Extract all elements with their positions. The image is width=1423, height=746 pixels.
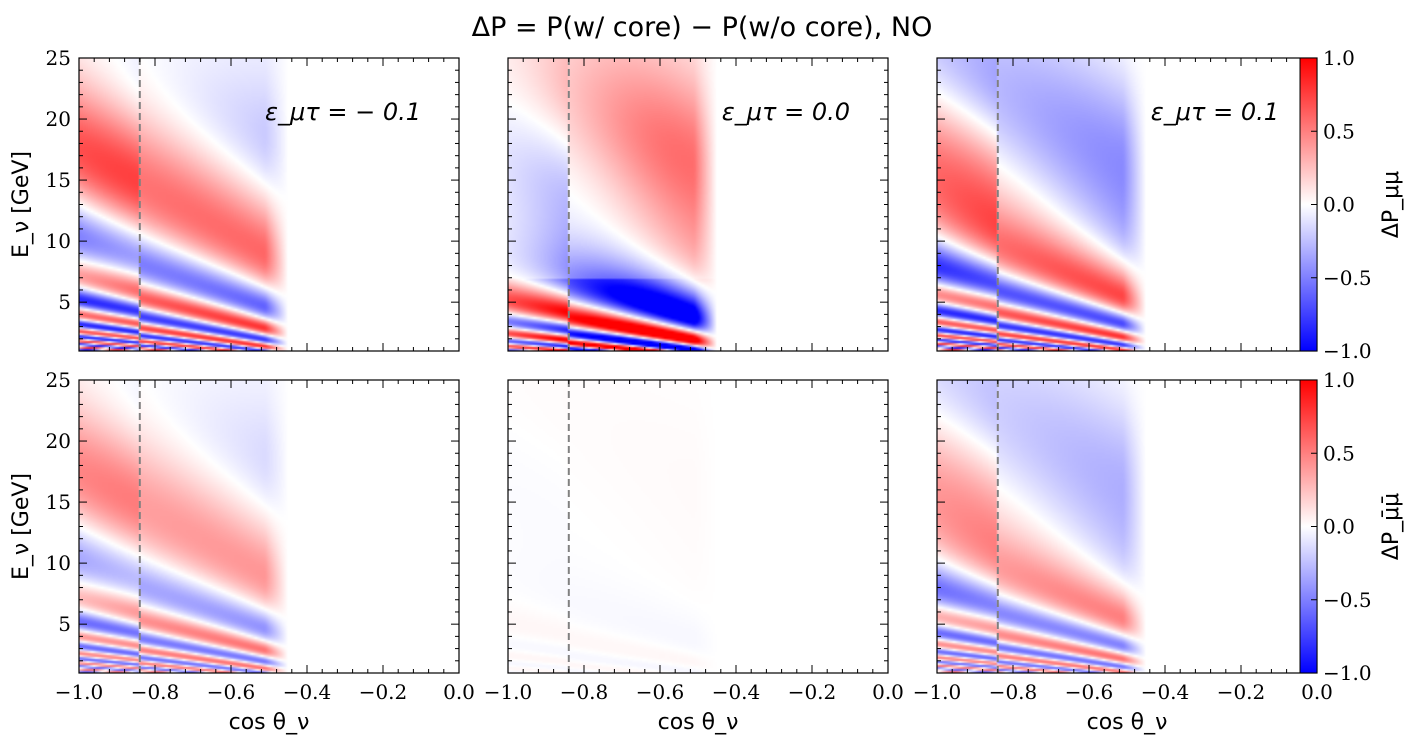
y-tick-label: 25 bbox=[46, 46, 71, 70]
epsilon-annotation: ε_μτ = − 0.1 bbox=[265, 98, 421, 126]
heatmap-image bbox=[508, 380, 888, 673]
colorbar-tick-label: −0.5 bbox=[1323, 588, 1372, 612]
x-tick-label: −0.6 bbox=[636, 680, 685, 704]
x-axis-label: cos θ_ν bbox=[229, 710, 310, 735]
y-tick-label: 5 bbox=[58, 612, 71, 636]
x-tick-label: 0.0 bbox=[1301, 680, 1333, 704]
y-tick-label: 10 bbox=[46, 551, 71, 575]
panel-0-2: ε_μτ = 0.1 bbox=[936, 57, 1318, 352]
y-tick-label: 20 bbox=[46, 429, 71, 453]
x-tick-label: −0.4 bbox=[283, 680, 332, 704]
y-tick-label: 20 bbox=[46, 107, 71, 131]
y-tick-label: 15 bbox=[46, 490, 71, 514]
x-axis-label: cos θ_ν bbox=[658, 710, 739, 735]
colorbar-tick-label: 0.5 bbox=[1323, 119, 1355, 143]
panel-0-0: 5 10 15 20 25 E_ν [GeV] ε_μτ = − 0.1 bbox=[9, 46, 460, 352]
x-tick-label: −0.2 bbox=[1217, 680, 1266, 704]
y-tick-label: 25 bbox=[46, 368, 71, 392]
colorbar-tick-label: 0.0 bbox=[1323, 193, 1355, 217]
colorbar-tick-label: −1.0 bbox=[1323, 339, 1372, 363]
colorbar-tick-label: 1.0 bbox=[1323, 368, 1355, 392]
heatmap-image bbox=[937, 58, 1317, 351]
panel-1-2: −1.0 −0.8 −0.6 −0.4 −0.2 0.0 cos θ_ν bbox=[913, 379, 1333, 735]
colorbar-label: ΔP_μμ bbox=[1379, 171, 1404, 238]
x-tick-label: −0.2 bbox=[788, 680, 837, 704]
colorbar-1: −1.0 −0.5 0.0 0.5 1.0 ΔP_μ̄μ̄ bbox=[1299, 368, 1404, 685]
heatmap-image bbox=[79, 380, 459, 673]
colorbar-tick-label: −1.0 bbox=[1323, 661, 1372, 685]
colorbar-tick-label: 1.0 bbox=[1323, 46, 1355, 70]
x-tick-label: −1.0 bbox=[484, 680, 533, 704]
heatmap-image bbox=[79, 58, 459, 351]
x-tick-label: −0.4 bbox=[712, 680, 761, 704]
x-tick-label: −0.6 bbox=[207, 680, 256, 704]
y-tick-label: 15 bbox=[46, 168, 71, 192]
x-tick-label: −1.0 bbox=[913, 680, 962, 704]
heatmap-image bbox=[508, 58, 888, 351]
colorbar-tick-label: 0.5 bbox=[1323, 441, 1355, 465]
y-tick-label: 10 bbox=[46, 229, 71, 253]
x-tick-label: −0.2 bbox=[359, 680, 408, 704]
colorbars-group: −1.0 −0.5 0.0 0.5 1.0 ΔP_μμ −1.0 −0.5 0.0 0.5 1.0 Δ… bbox=[1299, 46, 1404, 685]
colorbar-label: ΔP_μ̄μ̄ bbox=[1379, 493, 1404, 560]
colorbar-0: −1.0 −0.5 0.0 0.5 1.0 ΔP_μμ bbox=[1299, 46, 1404, 363]
y-axis-label: E_ν [GeV] bbox=[9, 151, 34, 258]
colorbar-tick-label: 0.0 bbox=[1323, 515, 1355, 539]
y-axis-label: E_ν [GeV] bbox=[9, 473, 34, 580]
panel-0-1: ε_μτ = 0.0 bbox=[507, 57, 889, 352]
heatmap-image bbox=[937, 380, 1317, 673]
panel-1-0: 5 10 15 20 25 E_ν [GeV] −1.0 −0.8 −0.6 −0.4 −0.2 0.… bbox=[9, 368, 475, 735]
x-tick-label: −0.6 bbox=[1065, 680, 1114, 704]
colorbar-tick-label: −0.5 bbox=[1323, 266, 1372, 290]
epsilon-annotation: ε_μτ = 0.1 bbox=[1151, 98, 1279, 126]
x-tick-label: −0.8 bbox=[989, 680, 1038, 704]
epsilon-annotation: ε_μτ = 0.0 bbox=[722, 98, 850, 126]
x-tick-label: 0.0 bbox=[872, 680, 904, 704]
panel-1-1: −1.0 −0.8 −0.6 −0.4 −0.2 0.0 cos θ_ν bbox=[484, 379, 904, 735]
figure-title: ΔP = P(w/ core) − P(w/o core), NO bbox=[472, 12, 933, 43]
x-tick-label: −0.8 bbox=[560, 680, 609, 704]
x-tick-label: −0.4 bbox=[1141, 680, 1190, 704]
x-axis-label: cos θ_ν bbox=[1087, 710, 1168, 735]
y-tick-label: 5 bbox=[58, 290, 71, 314]
panels-group: 5 10 15 20 25 E_ν [GeV] ε_μτ = − 0.1 ε_μτ = 0.0… bbox=[9, 46, 1333, 735]
x-tick-label: −1.0 bbox=[55, 680, 104, 704]
x-tick-label: 0.0 bbox=[443, 680, 475, 704]
x-tick-label: −0.8 bbox=[131, 680, 180, 704]
